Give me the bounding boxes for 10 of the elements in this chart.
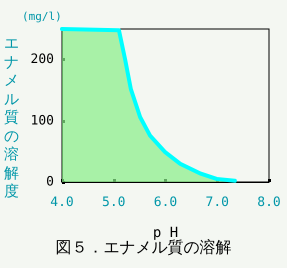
- x-tick-label: 5.0: [102, 195, 126, 210]
- x-tick-label: 4.0: [50, 195, 74, 210]
- y-tick-label: 0: [46, 174, 54, 190]
- x-tick-label: 6.0: [154, 195, 178, 210]
- x-tick-label: 7.0: [206, 195, 229, 210]
- y-tick-label: 100: [30, 113, 54, 128]
- text: (mg/l): [22, 10, 62, 23]
- y-tick-label: 200: [30, 52, 54, 68]
- x-tick-label: 8.0: [257, 195, 281, 210]
- text: エナメル質の溶解度: [4, 34, 19, 200]
